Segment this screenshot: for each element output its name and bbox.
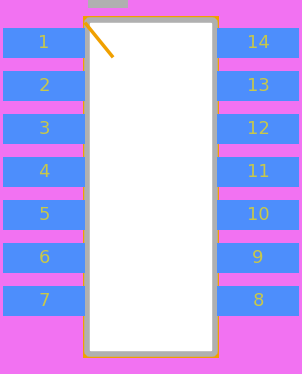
Text: 9: 9 [252,249,264,267]
Bar [3,28,85,58]
Text: 1: 1 [38,34,50,52]
Text: 10: 10 [247,206,269,224]
Text: 5: 5 [38,206,50,224]
Bar [3,71,85,101]
Bar [217,71,299,101]
Bar [3,114,85,144]
Text: 4: 4 [38,163,50,181]
Bar [3,157,85,187]
Bar [3,243,85,273]
Text: 14: 14 [246,34,269,52]
Bar [217,114,299,144]
Text: 3: 3 [38,120,50,138]
Bar [83,16,219,358]
Text: 2: 2 [38,77,50,95]
Text: 12: 12 [246,120,269,138]
Bar [217,243,299,273]
Text: 7: 7 [38,292,50,310]
Text: 11: 11 [247,163,269,181]
Bar [217,286,299,316]
Bar [217,157,299,187]
Bar [217,28,299,58]
Bar [3,200,85,230]
Text: 6: 6 [38,249,50,267]
Text: 13: 13 [246,77,269,95]
Bar [3,286,85,316]
Text: 8: 8 [252,292,264,310]
Bar [88,0,128,8]
FancyBboxPatch shape [87,20,215,354]
Bar [217,200,299,230]
